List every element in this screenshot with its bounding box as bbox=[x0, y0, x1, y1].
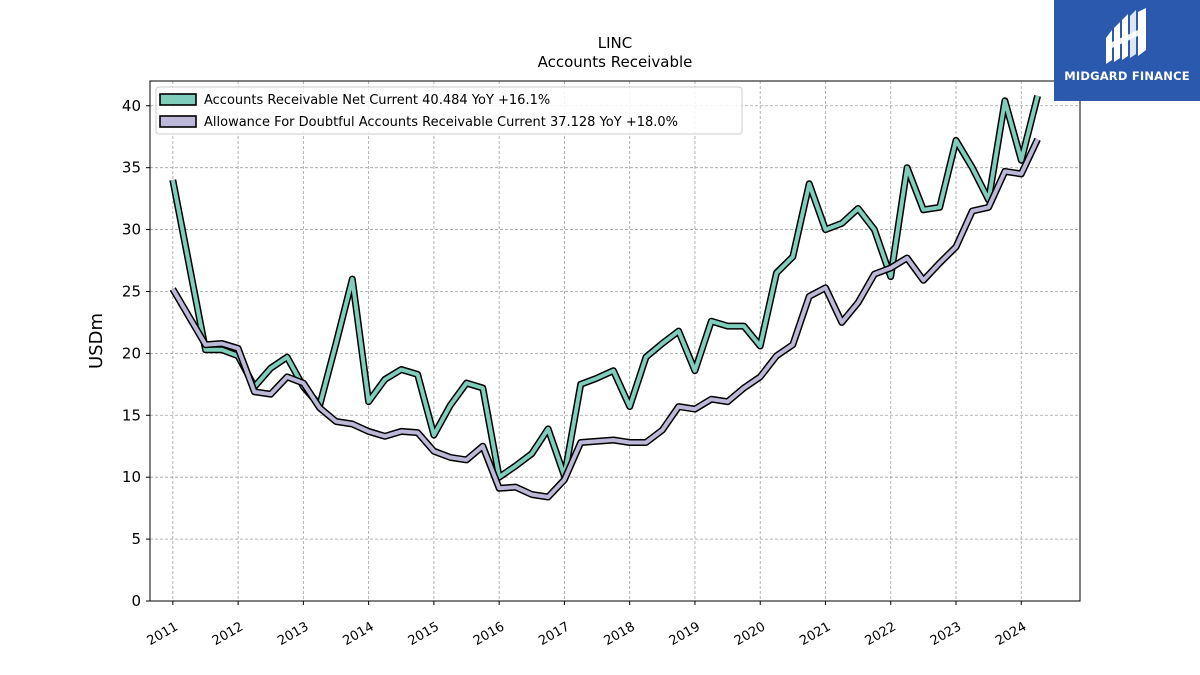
y-tick-label: 10 bbox=[122, 468, 141, 486]
x-axis: 2011 2012 2013 2014 2015 2016 2017 2018 2019 2020… bbox=[145, 601, 1029, 649]
x-tick-label: 2017 bbox=[536, 619, 572, 649]
y-tick-label: 35 bbox=[122, 159, 141, 177]
y-axis-label: USDm bbox=[86, 313, 107, 369]
y-tick-label: 0 bbox=[131, 592, 141, 610]
x-tick-label: 2023 bbox=[928, 619, 964, 649]
legend: Accounts Receivable Net Current 40.484 Y… bbox=[155, 86, 743, 135]
x-tick-label: 2020 bbox=[732, 619, 768, 649]
x-tick-label: 2012 bbox=[210, 619, 246, 649]
legend-label-allowance: Allowance For Doubtful Accounts Receivab… bbox=[204, 115, 678, 130]
y-tick-label: 5 bbox=[131, 530, 141, 548]
x-tick-label: 2011 bbox=[145, 619, 181, 649]
series-layer bbox=[169, 95, 1041, 501]
y-tick-label: 25 bbox=[122, 282, 141, 300]
series-outline-1 bbox=[169, 137, 1041, 501]
x-tick-label: 2021 bbox=[797, 619, 833, 649]
grid-lines bbox=[150, 81, 1080, 602]
legend-label-net-current: Accounts Receivable Net Current 40.484 Y… bbox=[204, 93, 550, 108]
x-tick-label: 2024 bbox=[993, 619, 1029, 649]
x-tick-label: 2013 bbox=[275, 619, 311, 649]
legend-swatch-net-current bbox=[159, 93, 197, 106]
x-tick-label: 2018 bbox=[602, 619, 638, 649]
x-tick-label: 2022 bbox=[863, 619, 899, 649]
y-tick-label: 40 bbox=[122, 97, 141, 115]
chart-subtitle: Accounts Receivable bbox=[538, 53, 693, 71]
midgard-logo-icon bbox=[1106, 8, 1146, 64]
series-outline-0 bbox=[169, 95, 1041, 481]
x-tick-label: 2019 bbox=[667, 619, 703, 649]
chart-title: LINC bbox=[598, 34, 632, 52]
y-tick-label: 20 bbox=[122, 344, 141, 362]
y-tick-label: 15 bbox=[122, 406, 141, 424]
legend-swatch-allowance bbox=[159, 115, 197, 128]
x-tick-label: 2014 bbox=[340, 619, 376, 649]
y-tick-label: 30 bbox=[122, 221, 141, 239]
x-tick-label: 2016 bbox=[471, 619, 507, 649]
y-axis: 0 5 10 15 20 25 30 35 40 bbox=[122, 97, 150, 610]
plot-frame bbox=[149, 80, 1081, 602]
legend-box bbox=[155, 86, 743, 135]
brand-logo: MIDGARD FINANCE bbox=[1054, 0, 1200, 101]
series-line-0 bbox=[170, 95, 1040, 480]
x-tick-label: 2015 bbox=[406, 619, 442, 649]
brand-name: MIDGARD FINANCE bbox=[1064, 69, 1190, 83]
series-line-1 bbox=[171, 138, 1040, 499]
